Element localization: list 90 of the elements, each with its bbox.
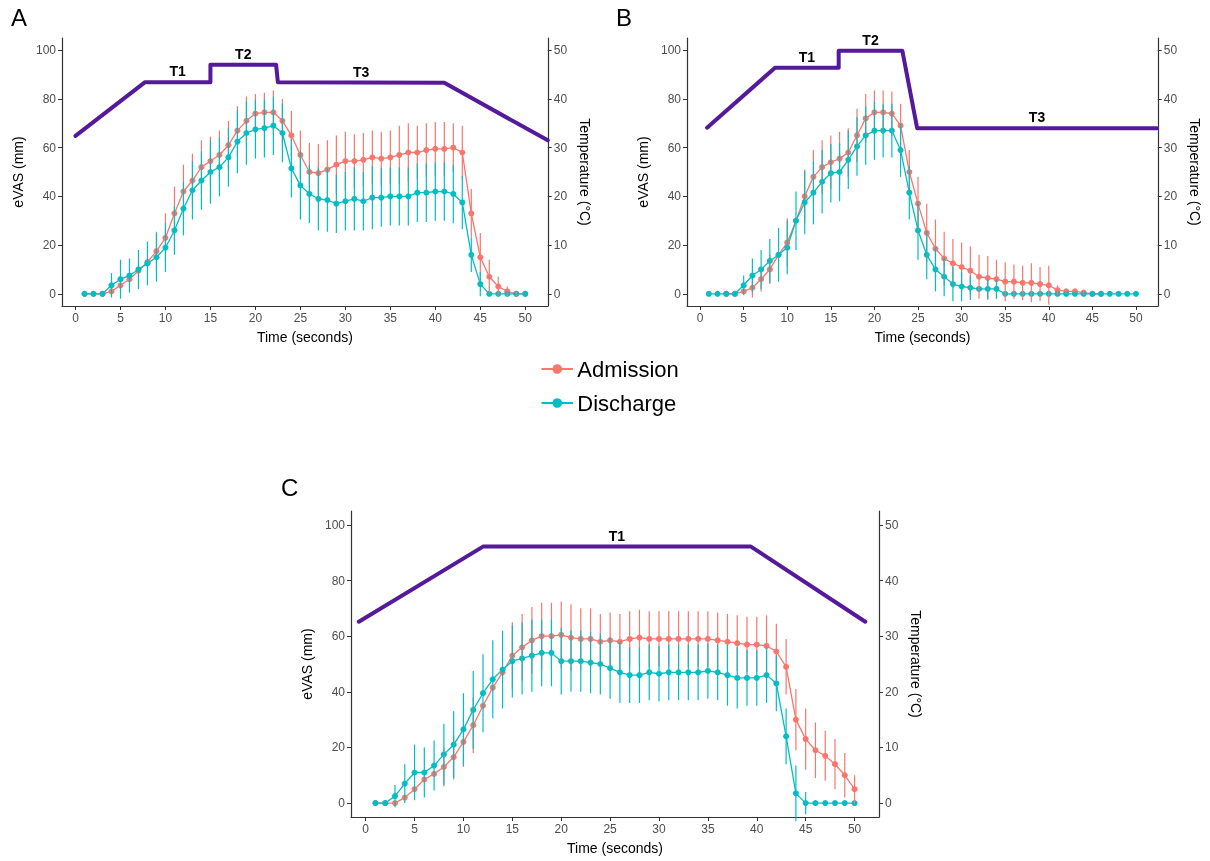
x-tick-label: 30 (954, 311, 969, 325)
x-tick-label: 40 (1042, 311, 1056, 325)
x-tick-label: 30 (338, 311, 353, 325)
x-tick-label: 15 (824, 311, 838, 325)
x-tick-label: 35 (383, 311, 398, 325)
y-tick-label: 100 (324, 517, 346, 532)
y2-tick-label: 10 (553, 238, 568, 253)
legend-label: Admission (577, 356, 679, 382)
annotation: T1 (169, 63, 186, 80)
y-tick-label: 0 (674, 286, 682, 301)
chart-title: A (11, 3, 28, 31)
x-tick-label: 0 (72, 311, 80, 325)
x-tick-label: 45 (798, 822, 813, 836)
x-tick-label: 25 (911, 311, 926, 325)
x-tick-label: 0 (362, 822, 370, 836)
y2-tick-label: 10 (885, 740, 899, 755)
y2-tick-label: 50 (885, 517, 899, 532)
x-tick-label: 45 (1085, 311, 1100, 325)
y2-tick-label: 30 (1163, 140, 1178, 155)
y-tick-label: 20 (42, 238, 57, 253)
x-tick-label: 25 (293, 311, 308, 325)
y-tick-label: 40 (42, 189, 57, 204)
x-tick-label: 45 (473, 311, 488, 325)
x-axis-title: Time (seconds) (874, 329, 971, 345)
x-tick-label: 5 (740, 311, 748, 325)
y-tick-label: 40 (331, 684, 346, 699)
legend-label: Discharge (577, 390, 677, 416)
x-tick-label: 10 (456, 822, 471, 836)
x-tick-label: 20 (248, 311, 263, 325)
x-tick-label: 40 (750, 822, 764, 836)
y-axis-title: eVAS (mm) (635, 136, 652, 208)
y-tick-label: 60 (667, 140, 682, 155)
annotation: T1 (608, 527, 626, 544)
y2-axis-title: Temperature (°C) (577, 118, 593, 226)
y-tick-label: 60 (331, 629, 346, 644)
y-tick-label: 100 (660, 43, 682, 58)
x-tick-label: 10 (780, 311, 795, 325)
y-tick-label: 40 (667, 189, 682, 204)
y2-tick-label: 40 (553, 91, 568, 106)
x-tick-label: 50 (518, 311, 533, 325)
x-tick-label: 40 (428, 311, 443, 325)
y2-tick-label: 0 (553, 286, 561, 301)
y2-tick-label: 20 (553, 189, 568, 204)
y-tick-label: 0 (49, 286, 57, 301)
y2-tick-label: 30 (553, 140, 568, 155)
x-axis-title: Time (seconds) (567, 840, 663, 856)
y-tick-label: 0 (338, 796, 346, 811)
x-tick-label: 30 (652, 822, 666, 836)
y-tick-label: 20 (667, 238, 682, 253)
y-tick-label: 80 (667, 91, 682, 106)
y-tick-label: 80 (42, 91, 57, 106)
y-tick-label: 60 (42, 140, 57, 155)
x-tick-label: 10 (158, 311, 173, 325)
y-tick-label: 20 (331, 740, 346, 755)
annotation: T2 (862, 31, 879, 48)
y2-tick-label: 50 (1163, 43, 1178, 58)
annotation: T2 (235, 45, 252, 62)
x-tick-label: 15 (203, 311, 218, 325)
y2-tick-label: 20 (1163, 189, 1178, 204)
x-tick-label: 5 (117, 311, 125, 325)
y-tick-label: 80 (331, 573, 346, 588)
y2-tick-label: 0 (1163, 286, 1171, 301)
x-tick-label: 0 (696, 311, 704, 325)
x-tick-label: 25 (603, 822, 618, 836)
annotation: T3 (1028, 109, 1046, 126)
x-tick-label: 15 (505, 822, 520, 836)
y2-axis-title: Temperature (°C) (908, 610, 925, 718)
chart-title: C (281, 473, 299, 501)
x-tick-label: 50 (1129, 311, 1143, 325)
y2-tick-label: 40 (885, 573, 899, 588)
y2-tick-label: 50 (553, 43, 568, 58)
y-axis-title: eVAS (mm) (10, 136, 27, 208)
y2-tick-label: 40 (1163, 91, 1178, 106)
y2-axis-title: Temperature (°C) (1187, 118, 1203, 226)
y2-tick-label: 30 (885, 629, 899, 644)
x-axis-title: Time (seconds) (256, 329, 353, 345)
chart-title: B (616, 3, 633, 31)
y2-tick-label: 20 (885, 684, 899, 699)
x-tick-label: 5 (411, 822, 419, 836)
y-tick-label: 100 (35, 43, 57, 58)
x-tick-label: 50 (847, 822, 862, 836)
x-tick-label: 35 (998, 311, 1013, 325)
y-axis-title: eVAS (mm) (299, 628, 316, 700)
x-tick-label: 35 (701, 822, 715, 836)
x-tick-label: 20 (554, 822, 569, 836)
y2-tick-label: 0 (885, 796, 892, 811)
annotation: T1 (798, 48, 816, 65)
y2-tick-label: 10 (1163, 238, 1178, 253)
x-tick-label: 20 (867, 311, 882, 325)
annotation: T3 (352, 63, 370, 80)
